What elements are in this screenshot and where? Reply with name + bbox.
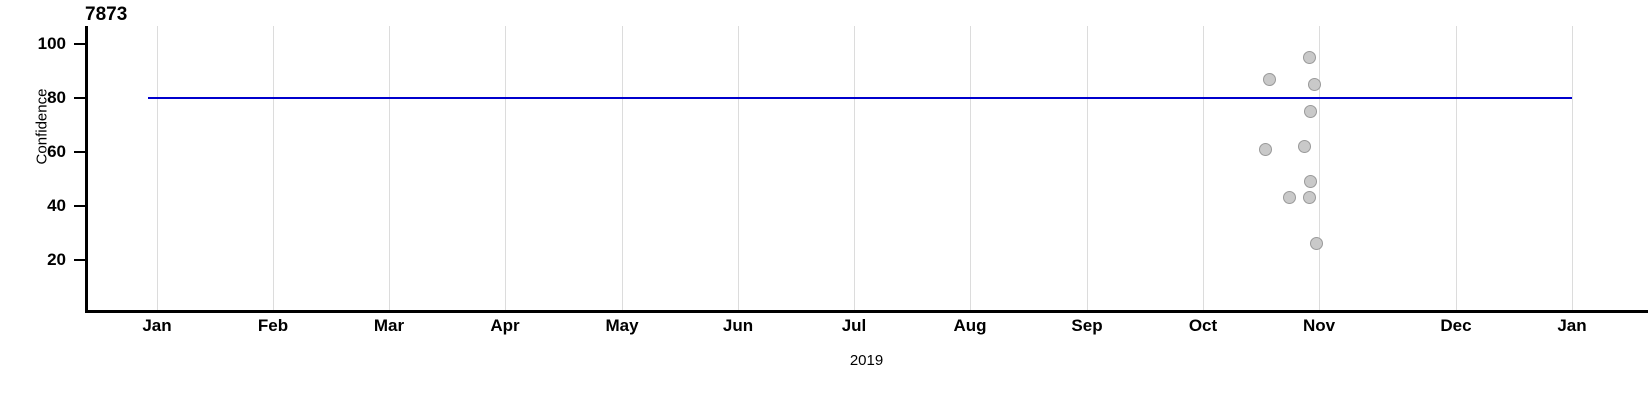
threshold-reference-line: [148, 97, 1572, 99]
data-point[interactable]: [1309, 237, 1323, 251]
gridline-vertical: [1572, 26, 1573, 312]
y-tick-mark: [74, 259, 85, 261]
plot-area: [85, 26, 1648, 312]
x-tick-label: Oct: [1188, 316, 1218, 335]
data-point[interactable]: [1307, 78, 1321, 91]
y-tick-label: 40: [47, 196, 66, 215]
x-tick-label: Jan: [1557, 316, 1587, 335]
x-axis-line: [85, 310, 1648, 313]
y-tick-mark: [74, 43, 85, 45]
data-point[interactable]: [1262, 72, 1276, 86]
x-tick-label: Jul: [841, 316, 867, 335]
data-point[interactable]: [1302, 191, 1316, 205]
y-axis-line: [85, 26, 88, 312]
x-tick-label: Sep: [1071, 316, 1103, 335]
gridline-vertical: [157, 26, 158, 312]
data-point[interactable]: [1303, 105, 1317, 118]
x-tick-label: Aug: [953, 316, 987, 335]
gridline-vertical: [1203, 26, 1204, 312]
y-tick-mark: [74, 205, 85, 207]
x-tick-label: Mar: [373, 316, 405, 335]
y-axis-title: Confidence: [33, 88, 51, 165]
data-point[interactable]: [1303, 175, 1317, 189]
y-tick-label: 20: [47, 250, 66, 269]
x-tick-label: Dec: [1440, 316, 1472, 335]
x-tick-label: Nov: [1302, 316, 1336, 335]
y-tick-label: 80: [47, 88, 66, 107]
gridline-vertical: [273, 26, 274, 312]
y-tick-label: 60: [47, 142, 66, 161]
x-tick-label: May: [605, 316, 639, 335]
gridline-vertical: [738, 26, 739, 312]
x-tick-label: Jan: [142, 316, 172, 335]
y-tick-mark: [74, 97, 85, 99]
data-point[interactable]: [1258, 142, 1272, 156]
data-point[interactable]: [1302, 51, 1316, 64]
gridline-vertical: [1456, 26, 1457, 312]
gridline-vertical: [1319, 26, 1320, 312]
chart-title: 7873: [85, 4, 128, 25]
data-point[interactable]: [1282, 191, 1296, 205]
gridline-vertical: [505, 26, 506, 312]
x-tick-label: Apr: [490, 316, 520, 335]
x-axis-title: 2019: [849, 352, 884, 369]
gridline-vertical: [1087, 26, 1088, 312]
gridline-vertical: [970, 26, 971, 312]
gridline-vertical: [389, 26, 390, 312]
gridline-vertical: [854, 26, 855, 312]
data-point[interactable]: [1297, 140, 1311, 154]
x-tick-label: Feb: [257, 316, 289, 335]
gridline-vertical: [622, 26, 623, 312]
y-tick-mark: [74, 151, 85, 153]
y-tick-label: 100: [37, 34, 66, 53]
x-tick-label: Jun: [722, 316, 754, 335]
